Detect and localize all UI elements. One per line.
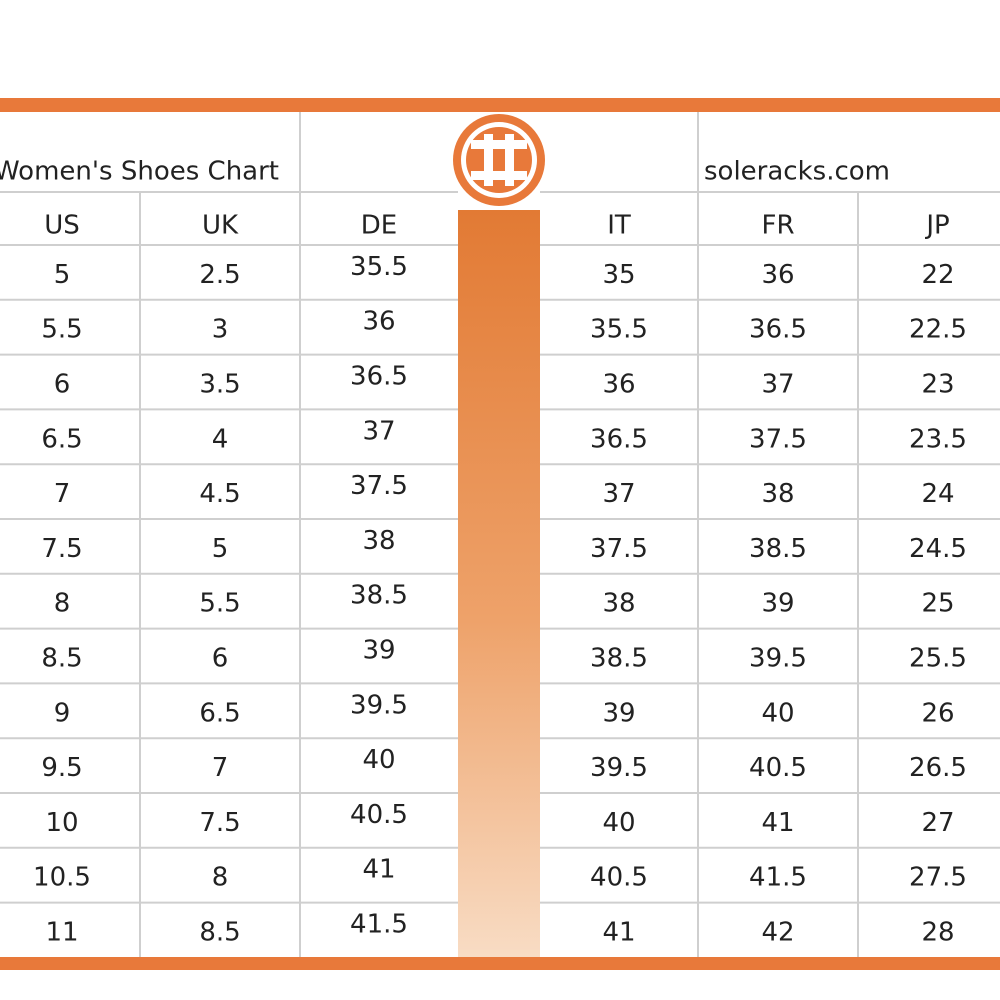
table-cell: 10.5 <box>33 863 91 893</box>
table-cell: 2.5 <box>199 260 240 290</box>
table-cell: 37.5 <box>590 534 648 564</box>
table-cell: 8 <box>212 863 229 893</box>
table-cell: 38 <box>761 479 794 509</box>
table-cell: 24 <box>921 479 954 509</box>
table-cell: 40 <box>761 698 794 728</box>
table-cell: 36 <box>362 307 395 337</box>
table-cell: 23 <box>921 370 954 400</box>
table-cell: 37.5 <box>749 424 807 454</box>
top-bar <box>0 98 1000 112</box>
table-cell: 41 <box>761 808 794 838</box>
table-cell: 23.5 <box>909 424 967 454</box>
table-cell: 9.5 <box>41 753 82 783</box>
table-cell: 25.5 <box>909 644 967 674</box>
table-cell: 6.5 <box>41 424 82 454</box>
orange-column <box>458 210 540 957</box>
table-cell: 37 <box>602 479 635 509</box>
column-header: JP <box>924 211 949 241</box>
table-cell: 42 <box>761 918 794 948</box>
site-name: soleracks.com <box>704 157 890 187</box>
table-cell: 41 <box>602 918 635 948</box>
column-header: IT <box>607 211 631 241</box>
table-cell: 11 <box>45 918 78 948</box>
table-cell: 26 <box>921 698 954 728</box>
table-cell: 25 <box>921 589 954 619</box>
table-cell: 38.5 <box>590 644 648 674</box>
table-cell: 6 <box>212 644 229 674</box>
table-cell: 3 <box>212 315 229 345</box>
table-cell: 39 <box>602 698 635 728</box>
table-cell: 39 <box>761 589 794 619</box>
table-cell: 5 <box>212 534 229 564</box>
table-cell: 41.5 <box>350 910 408 940</box>
table-cell: 22 <box>921 260 954 290</box>
table-cell: 39.5 <box>749 644 807 674</box>
table-cell: 10 <box>45 808 78 838</box>
table-cell: 36.5 <box>749 315 807 345</box>
table-cell: 7 <box>212 753 229 783</box>
table-cell: 36 <box>602 370 635 400</box>
column-header: FR <box>761 211 794 241</box>
table-cell: 9 <box>54 698 71 728</box>
table-cell: 28 <box>921 918 954 948</box>
table-cell: 8 <box>54 589 71 619</box>
table-cell: 24.5 <box>909 534 967 564</box>
table-cell: 38.5 <box>350 581 408 611</box>
table-cell: 40.5 <box>590 863 648 893</box>
table-cell: 3.5 <box>199 370 240 400</box>
table-cell: 35.5 <box>350 252 408 282</box>
table-cell: 39.5 <box>350 690 408 720</box>
table-cell: 35 <box>602 260 635 290</box>
chart-title: Women's Shoes Chart <box>0 157 279 187</box>
table-cell: 8.5 <box>199 918 240 948</box>
table-cell: 27 <box>921 808 954 838</box>
table-cell: 38.5 <box>749 534 807 564</box>
table-cell: 7.5 <box>199 808 240 838</box>
table-cell: 39.5 <box>590 753 648 783</box>
table-cell: 8.5 <box>41 644 82 674</box>
table-cell: 27.5 <box>909 863 967 893</box>
table-cell: 6 <box>54 370 71 400</box>
column-header: DE <box>361 211 397 241</box>
table-cell: 6.5 <box>199 698 240 728</box>
table-cell: 4.5 <box>199 479 240 509</box>
table-cell: 40.5 <box>749 753 807 783</box>
logo <box>453 114 545 206</box>
table-cell: 36 <box>761 260 794 290</box>
table-cell: 39 <box>362 636 395 666</box>
table-cell: 41.5 <box>749 863 807 893</box>
table-cell: 37 <box>362 416 395 446</box>
table-cell: 41 <box>362 855 395 885</box>
table-cell: 26.5 <box>909 753 967 783</box>
table-cell: 36.5 <box>350 362 408 392</box>
table-cell: 35.5 <box>590 315 648 345</box>
table-cell: 40 <box>362 745 395 775</box>
table-cell: 7 <box>54 479 71 509</box>
table-cell: 36.5 <box>590 424 648 454</box>
table-cell: 40.5 <box>350 800 408 830</box>
table-cell: 5.5 <box>199 589 240 619</box>
bottom-bar <box>0 957 1000 970</box>
column-header: UK <box>202 211 239 241</box>
table-cell: 37.5 <box>350 471 408 501</box>
column-header: US <box>44 211 80 241</box>
table-cell: 4 <box>212 424 229 454</box>
table-cell: 38 <box>602 589 635 619</box>
table-cell: 7.5 <box>41 534 82 564</box>
table-cell: 38 <box>362 526 395 556</box>
table-cell: 22.5 <box>909 315 967 345</box>
table-cell: 40 <box>602 808 635 838</box>
table-cell: 5 <box>54 260 71 290</box>
table-cell: 5.5 <box>41 315 82 345</box>
table-cell: 37 <box>761 370 794 400</box>
